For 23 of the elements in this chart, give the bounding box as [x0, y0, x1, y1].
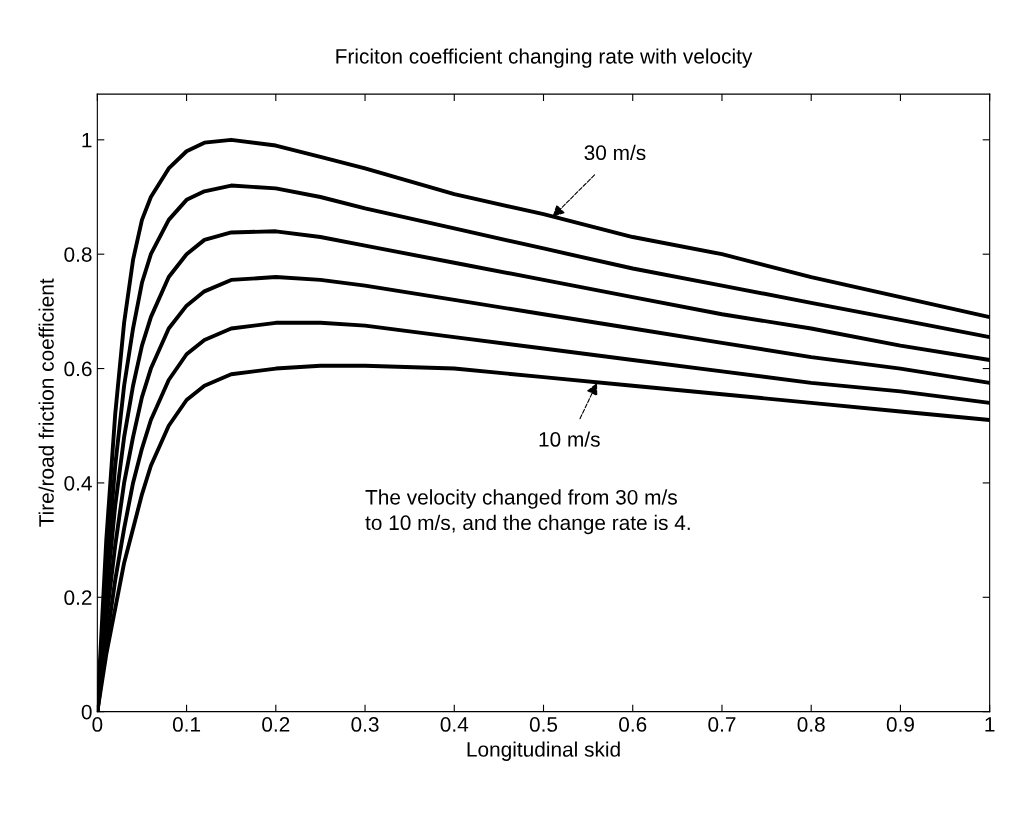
- annotation: 10 m/s: [539, 431, 600, 447]
- y-tick-label: 0.6: [64, 361, 92, 377]
- y-tick-label: 0.8: [64, 247, 92, 262]
- x-tick-label: 0.2: [262, 717, 290, 732]
- y-axis-title: Tire/road friction coefficient: [38, 278, 54, 527]
- x-tick-label: 0.5: [529, 717, 558, 732]
- x-tick-label: 0.1: [172, 717, 201, 732]
- chart-title: Friciton coefficient changing rate with velocity: [336, 48, 753, 68]
- y-tick-label: 1: [82, 133, 92, 148]
- x-tick-label: 0.6: [619, 717, 647, 732]
- annotation: 30 m/s: [584, 144, 646, 161]
- y-tick-label: 0: [81, 704, 92, 720]
- y-tick-label: 0.2: [64, 590, 92, 606]
- x-tick-label: 0.4: [440, 717, 469, 732]
- x-tick-label: 0.9: [886, 717, 914, 732]
- x-tick-label: 0: [92, 717, 103, 732]
- annotation: The velocity changed from 30 m/s to 10 m/s, and the change rate is 4.: [365, 489, 690, 535]
- x-tick-label: 0.3: [351, 717, 379, 732]
- x-tick-label: 0.7: [708, 717, 736, 732]
- x-tick-label: 1: [985, 717, 995, 732]
- x-tick-label: 0.8: [797, 717, 825, 732]
- y-tick-label: 0.4: [64, 475, 92, 491]
- x-axis-title: Longitudinal skid: [467, 741, 620, 761]
